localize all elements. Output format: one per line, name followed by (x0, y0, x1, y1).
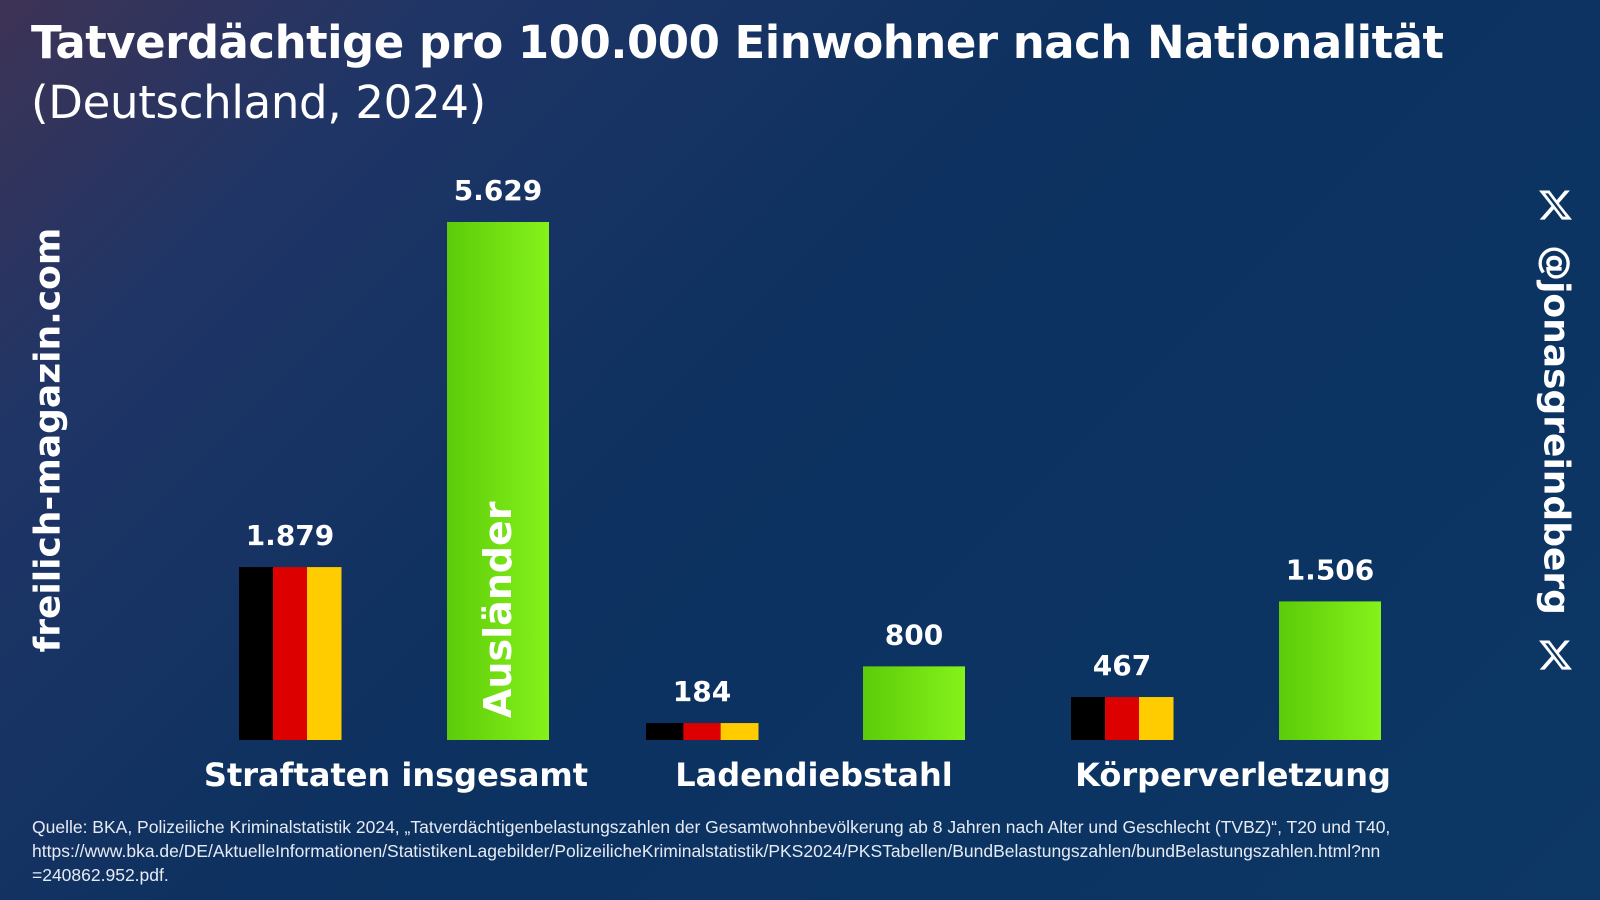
bar-german-k-rperverletzung-stripe-1 (1071, 697, 1106, 740)
x-logo-icon (1539, 640, 1573, 670)
source-citation: Quelle: BKA, Polizeiliche Kriminalstatis… (32, 815, 1577, 887)
bar-german-ladendiebstahl-stripe-2 (683, 723, 722, 740)
bar-german-k-rperverletzung-stripe-3 (1139, 697, 1174, 740)
chart-subtitle: (Deutschland, 2024) (31, 76, 486, 129)
bar-inner-label-auslaender: Ausländer (476, 501, 520, 718)
x-logo-icon (1539, 190, 1573, 220)
value-label-foreigner-straftaten-insgesamt: 5.629 (454, 174, 543, 207)
watermark-social: @jonasgreindberg (1536, 187, 1577, 673)
chart-title: Tatverdächtige pro 100.000 Einwohner nac… (31, 16, 1444, 69)
source-line-3: =240862.952.pdf. (32, 865, 169, 885)
value-label-foreigner-k-rperverletzung: 1.506 (1286, 553, 1375, 586)
bar-german-k-rperverletzung-stripe-2 (1105, 697, 1140, 740)
category-label-straftaten-insgesamt: Straftaten insgesamt (204, 756, 588, 794)
bar-german-straftaten-insgesamt-stripe-3 (307, 567, 342, 740)
bar-german-straftaten-insgesamt-stripe-1 (239, 567, 274, 740)
category-label-ladendiebstahl: Ladendiebstahl (675, 756, 953, 794)
bar-foreigner-ladendiebstahl (863, 666, 965, 740)
bar-german-straftaten-insgesamt-stripe-2 (273, 567, 308, 740)
source-line-2: https://www.bka.de/DE/AktuelleInformatio… (32, 841, 1381, 861)
bar-foreigner-k-rperverletzung (1279, 601, 1381, 740)
bar-german-ladendiebstahl-stripe-1 (646, 723, 684, 740)
bar-german-ladendiebstahl-stripe-3 (720, 723, 759, 740)
category-label-k-rperverletzung: Körperverletzung (1075, 756, 1391, 794)
bar-foreigner-straftaten-insgesamt (447, 222, 549, 740)
social-handle: @jonasgreindberg (1535, 245, 1577, 615)
source-line-1: Quelle: BKA, Polizeiliche Kriminalstatis… (32, 817, 1391, 837)
watermark-website: freilich-magazin.com (27, 227, 69, 653)
value-label-german-straftaten-insgesamt: 1.879 (246, 519, 335, 552)
value-label-foreigner-ladendiebstahl: 800 (885, 618, 943, 651)
value-label-german-k-rperverletzung: 467 (1093, 649, 1151, 682)
value-label-german-ladendiebstahl: 184 (673, 675, 731, 708)
